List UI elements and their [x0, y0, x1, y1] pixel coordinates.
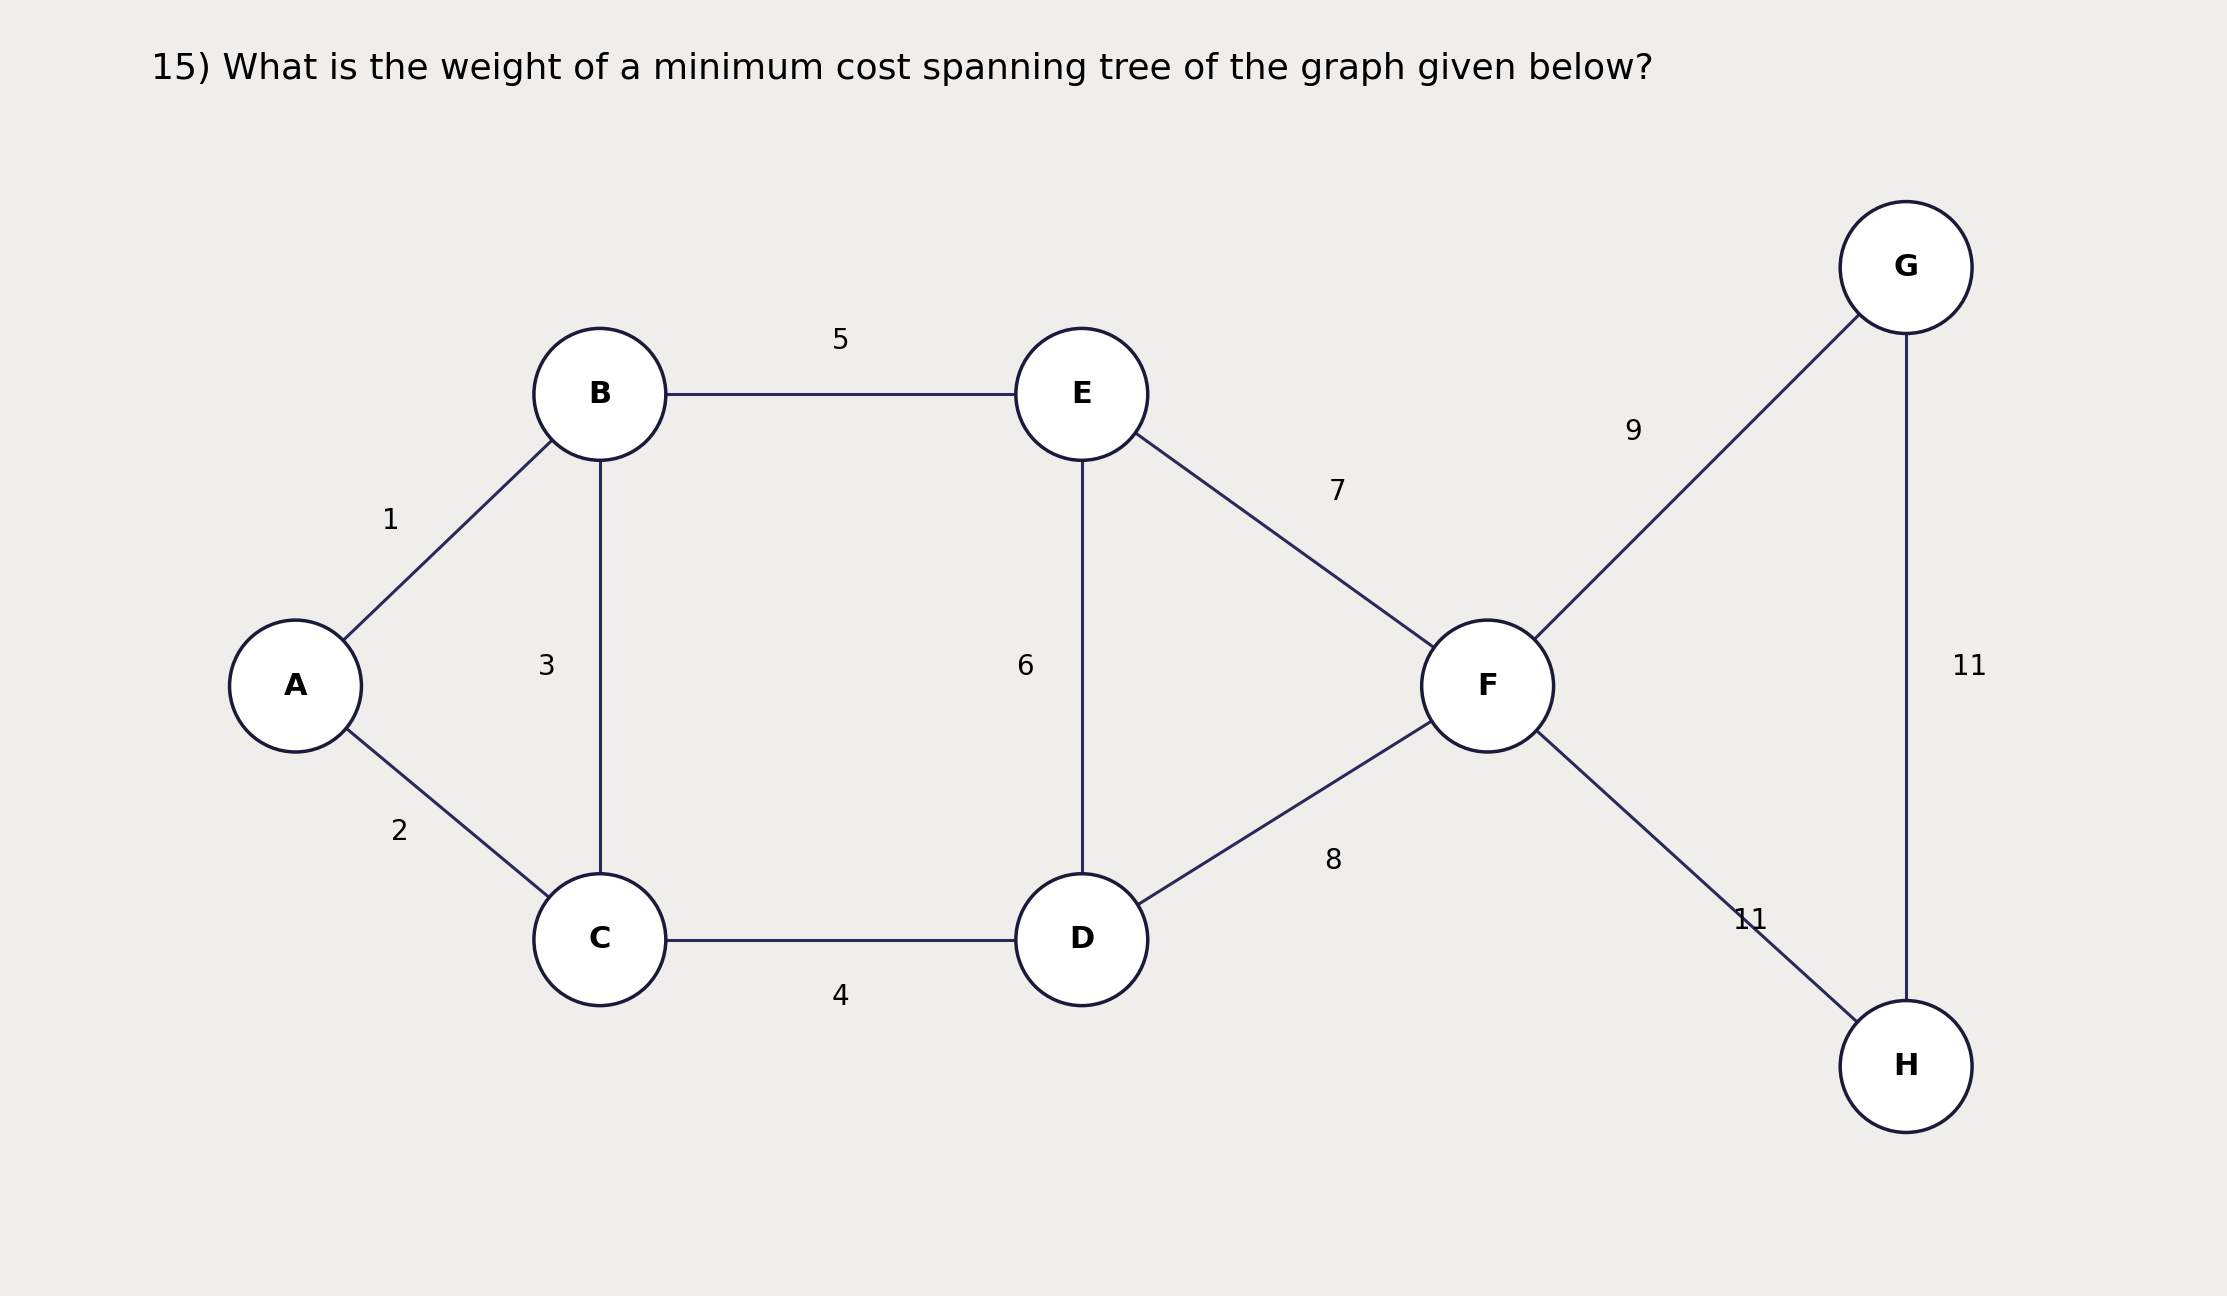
Text: 5: 5 [833, 327, 851, 355]
Text: B: B [588, 380, 612, 408]
Text: 6: 6 [1016, 653, 1033, 680]
Text: 8: 8 [1325, 848, 1341, 875]
Circle shape [1840, 202, 1973, 333]
Circle shape [1421, 619, 1554, 752]
Text: A: A [283, 671, 307, 701]
Circle shape [229, 619, 361, 752]
Text: 3: 3 [537, 653, 555, 680]
Text: F: F [1477, 671, 1499, 701]
Text: 1: 1 [381, 507, 399, 535]
Text: 4: 4 [833, 982, 851, 1011]
Text: G: G [1893, 253, 1920, 283]
Text: E: E [1071, 380, 1091, 408]
Text: C: C [588, 925, 610, 954]
Text: 15) What is the weight of a minimum cost spanning tree of the graph given below?: 15) What is the weight of a minimum cost… [151, 52, 1655, 86]
Text: 9: 9 [1623, 419, 1641, 446]
Circle shape [1016, 328, 1147, 460]
Text: 2: 2 [390, 818, 408, 846]
Text: 11: 11 [1733, 907, 1768, 934]
Text: D: D [1069, 925, 1093, 954]
Text: H: H [1893, 1052, 1920, 1081]
Circle shape [1840, 1001, 1973, 1133]
Circle shape [534, 874, 666, 1006]
Text: 11: 11 [1951, 653, 1986, 680]
Circle shape [1016, 874, 1147, 1006]
Circle shape [534, 328, 666, 460]
Text: 7: 7 [1330, 478, 1347, 505]
